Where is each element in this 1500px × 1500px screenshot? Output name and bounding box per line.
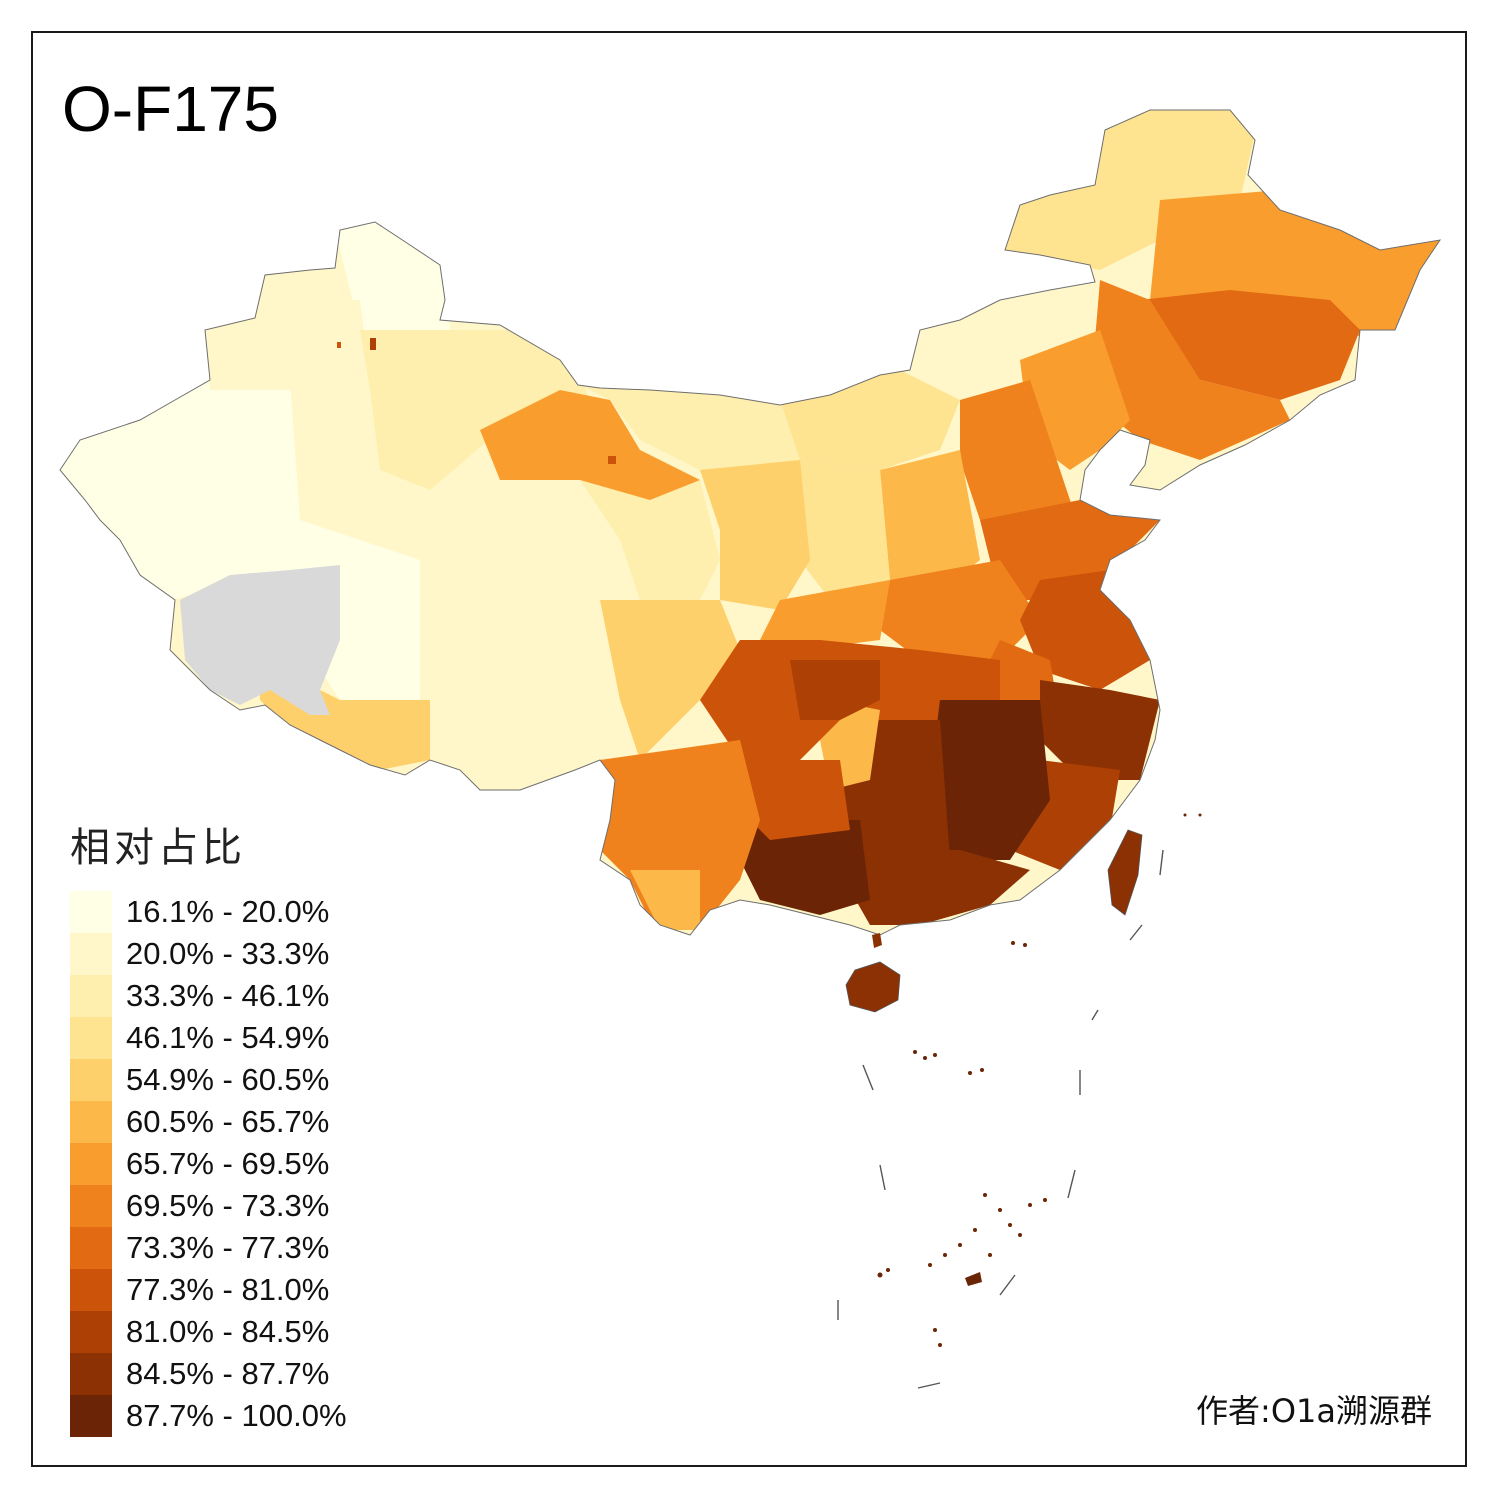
legend-swatch [70,1185,112,1227]
legend: 相对占比 16.1% - 20.0% 20.0% - 33.3% 33.3% - 4… [70,815,347,1437]
legend-label: 84.5% - 87.7% [126,1356,330,1391]
legend-item: 60.5% - 65.7% [70,1101,347,1143]
region-guangxi [740,820,870,915]
legend-item: 16.1% - 20.0% [70,891,347,933]
island-taiwan [1107,829,1143,916]
city-spot-3 [608,456,616,464]
region-chongqing [790,660,880,720]
region-xinjiang-east [360,330,590,490]
legend-swatch [70,1311,112,1353]
legend-label: 46.1% - 54.9% [126,1020,330,1055]
region-shaanxi-north [800,460,890,600]
legend-swatch [70,1101,112,1143]
city-spot-2 [337,342,341,348]
legend-item: 54.9% - 60.5% [70,1059,347,1101]
legend-label: 87.7% - 100.0% [126,1398,347,1433]
region-shandong [980,500,1160,600]
region-tibet-main [420,560,620,780]
region-shanxi [880,450,980,600]
legend-swatch [70,975,112,1017]
legend-swatch [70,891,112,933]
region-jilin [1090,280,1290,460]
legend-label: 69.5% - 73.3% [126,1188,330,1223]
legend-item: 77.3% - 81.0% [70,1269,347,1311]
legend-swatch [70,1395,112,1437]
region-no-data [180,565,340,715]
region-henan [880,560,1040,660]
region-zhejiang [1040,680,1160,780]
legend-swatch [70,1017,112,1059]
region-ningxia-gansu-east [700,460,810,610]
legend-label: 73.3% - 77.3% [126,1230,330,1265]
region-inner-mongolia-west [580,385,800,480]
legend-label: 77.3% - 81.0% [126,1272,330,1307]
region-qinghai [420,480,660,610]
region-xinjiang-central [200,300,370,390]
south-china-sea-islands [877,813,1202,1347]
legend-item: 73.3% - 77.3% [70,1227,347,1269]
legend-item: 20.0% - 33.3% [70,933,347,975]
legend-item: 65.7% - 69.5% [70,1143,347,1185]
legend-label: 60.5% - 65.7% [126,1104,330,1139]
region-shaanxi-south [760,580,890,650]
legend-item: 46.1% - 54.9% [70,1017,347,1059]
legend-item: 84.5% - 87.7% [70,1353,347,1395]
legend-item: 87.7% - 100.0% [70,1395,347,1437]
region-guizhou [740,760,850,840]
legend-label: 65.7% - 69.5% [126,1146,330,1181]
legend-item: 69.5% - 73.3% [70,1185,347,1227]
legend-label: 33.3% - 46.1% [126,978,330,1013]
south-china-sea [837,849,1164,1389]
legend-item: 81.0% - 84.5% [70,1311,347,1353]
map-title: O-F175 [62,73,279,145]
legend-swatch [70,1227,112,1269]
island-hainan [845,961,901,1013]
mainland-regions [60,110,1440,930]
region-guangdong [850,850,1030,925]
author-credit: 作者:O1a溯源群 [1196,1392,1432,1430]
legend-swatch [70,1353,112,1395]
region-yunnan-south [630,870,700,930]
island-small-south [872,933,882,948]
city-spot-1 [370,338,376,350]
legend-swatch [70,1269,112,1311]
legend-label: 81.0% - 84.5% [126,1314,330,1349]
legend-label: 16.1% - 20.0% [126,894,330,929]
region-jiangxi [930,700,1050,860]
legend-swatch [70,1059,112,1101]
region-inner-mongolia-east [900,270,1100,400]
legend-swatch [70,933,112,975]
region-sichuan-west [600,600,740,760]
region-qinghai-east [580,480,720,600]
map-frame [31,31,1467,1467]
region-gansu-west [480,390,700,500]
legend-label: 54.9% - 60.5% [126,1062,330,1097]
legend-item: 33.3% - 46.1% [70,975,347,1017]
legend-title: 相对占比 [70,825,246,871]
legend-items: 16.1% - 20.0% 20.0% - 33.3% 33.3% - 46.1% 4… [70,891,347,1437]
legend-label: 20.0% - 33.3% [126,936,330,971]
legend-swatch [70,1143,112,1185]
